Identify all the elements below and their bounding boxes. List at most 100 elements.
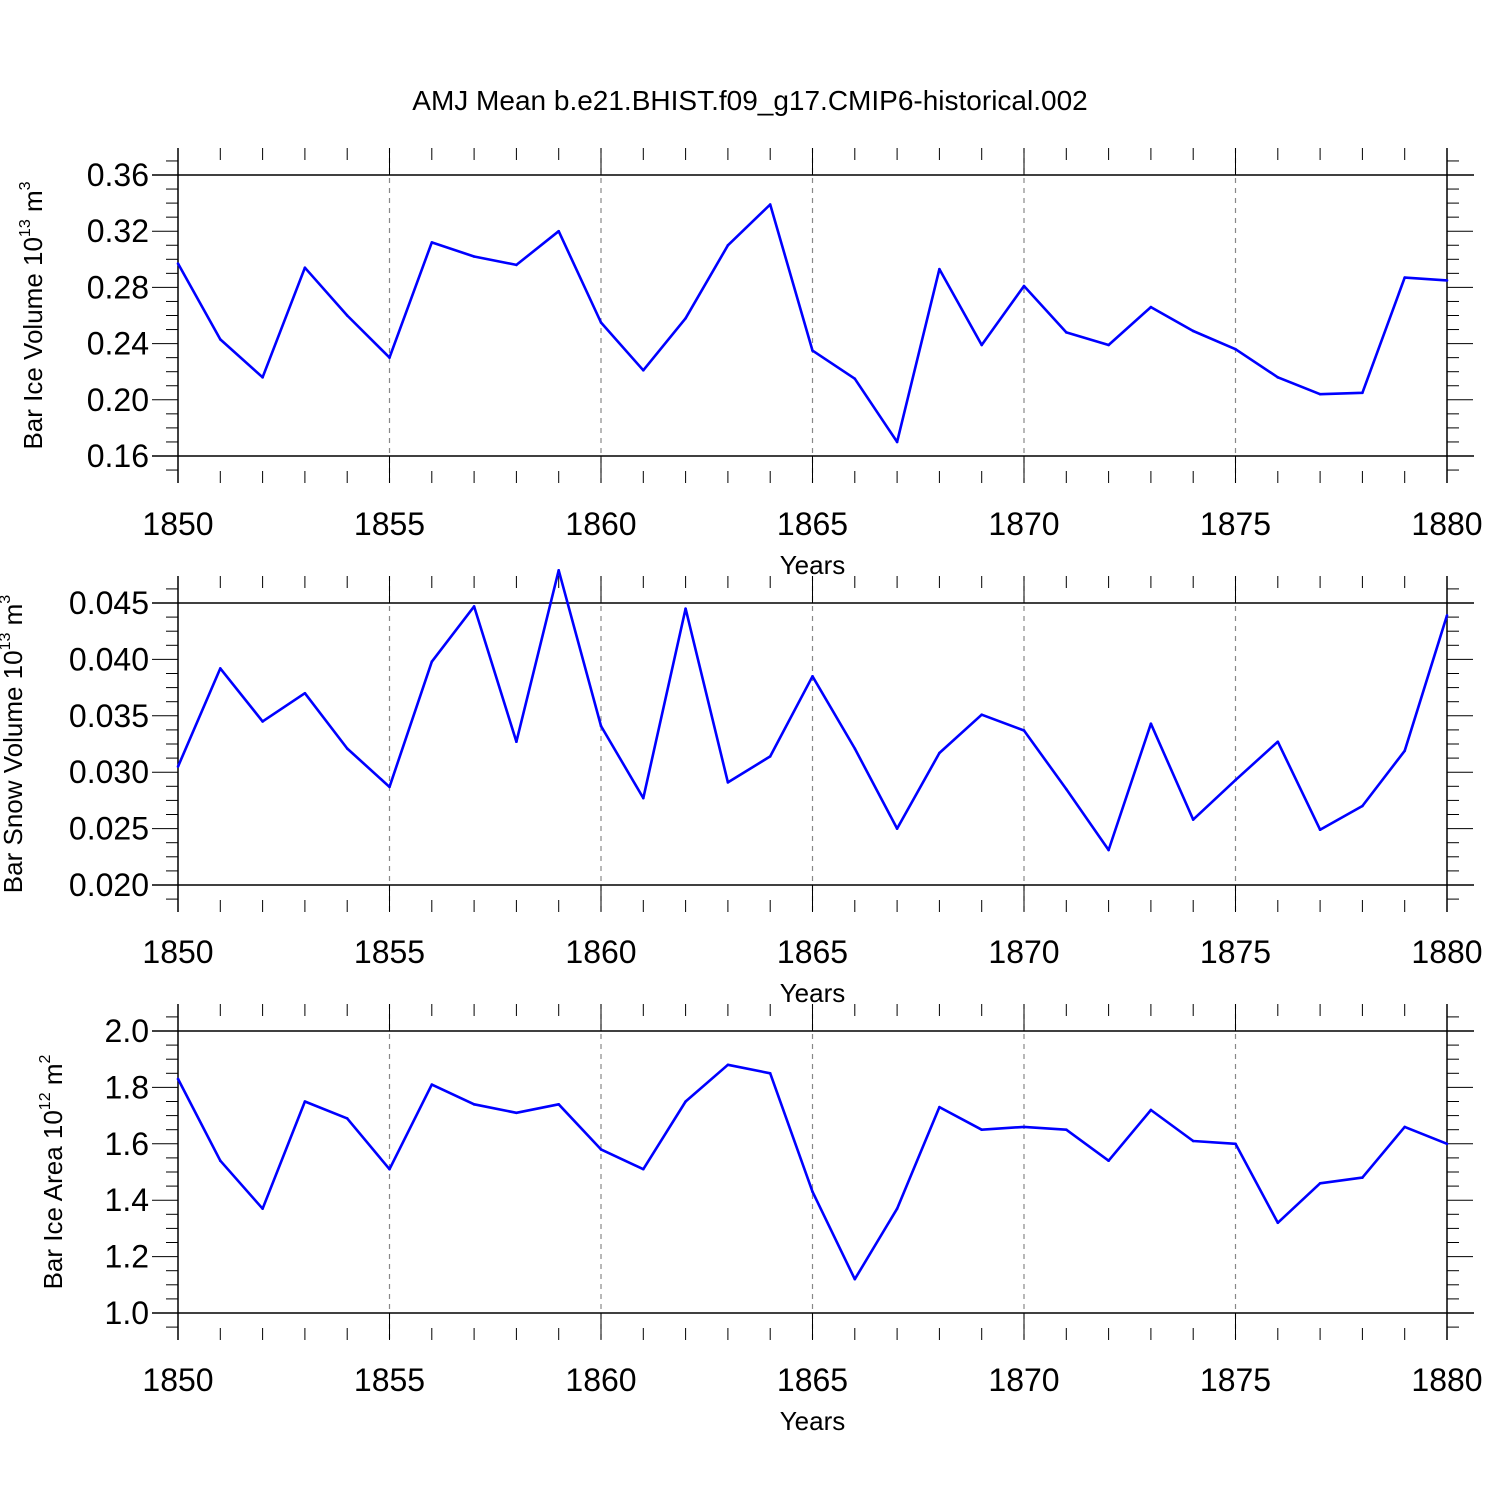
data-point bbox=[515, 740, 518, 744]
y-tick-label: 1.8 bbox=[105, 1069, 149, 1105]
x-tick-label: 1850 bbox=[142, 506, 213, 542]
data-point bbox=[853, 377, 857, 381]
data-point bbox=[1149, 722, 1153, 725]
data-point bbox=[430, 660, 434, 663]
data-point bbox=[1361, 1176, 1364, 1179]
y-tick-label: 0.20 bbox=[87, 382, 149, 418]
data-point bbox=[811, 1190, 814, 1194]
data-point bbox=[1065, 1128, 1068, 1131]
y-tick-label: 1.6 bbox=[105, 1126, 149, 1162]
data-point bbox=[895, 827, 899, 830]
data-point bbox=[1191, 329, 1195, 333]
data-point bbox=[1361, 804, 1364, 808]
data-point bbox=[557, 229, 560, 233]
x-tick-label: 1880 bbox=[1411, 934, 1482, 970]
x-tick-label: 1850 bbox=[142, 934, 213, 970]
x-tick-label: 1875 bbox=[1200, 506, 1271, 542]
x-tick-label: 1875 bbox=[1200, 934, 1271, 970]
data-point bbox=[1107, 1159, 1110, 1163]
data-point bbox=[219, 667, 222, 670]
data-point bbox=[1318, 392, 1322, 396]
data-point bbox=[895, 440, 899, 444]
data-point bbox=[345, 747, 349, 750]
data-point bbox=[599, 321, 603, 324]
x-tick-label: 1865 bbox=[777, 934, 848, 970]
data-point bbox=[811, 349, 814, 352]
data-point bbox=[1149, 1108, 1153, 1112]
data-point bbox=[642, 1167, 645, 1171]
data-point bbox=[1276, 740, 1280, 744]
data-point bbox=[303, 1100, 307, 1103]
data-point bbox=[515, 1111, 518, 1115]
data-point bbox=[430, 1083, 434, 1086]
x-tick-label: 1850 bbox=[142, 1362, 213, 1398]
data-point bbox=[1445, 614, 1449, 617]
data-point bbox=[1276, 376, 1280, 379]
x-tick-label: 1870 bbox=[988, 934, 1059, 970]
data-point bbox=[599, 724, 603, 728]
data-point bbox=[1149, 305, 1153, 309]
data-point bbox=[938, 751, 941, 755]
data-point bbox=[1361, 391, 1364, 395]
x-tick-label: 1865 bbox=[777, 506, 848, 542]
x-tick-label: 1880 bbox=[1411, 1362, 1482, 1398]
data-point bbox=[1234, 1142, 1237, 1146]
y-tick-label: 0.035 bbox=[69, 698, 149, 734]
x-tick-label: 1860 bbox=[565, 1362, 636, 1398]
data-point bbox=[1107, 343, 1110, 347]
y-tick-label: 1.4 bbox=[105, 1182, 149, 1218]
data-point bbox=[768, 203, 772, 206]
data-point bbox=[176, 1077, 180, 1081]
x-tick-label: 1860 bbox=[565, 934, 636, 970]
data-point bbox=[1445, 279, 1449, 282]
data-point bbox=[726, 1063, 730, 1067]
x-tick-label: 1855 bbox=[354, 934, 425, 970]
data-point bbox=[176, 765, 180, 768]
data-point bbox=[1403, 1125, 1406, 1129]
data-point bbox=[1234, 347, 1237, 351]
y-tick-label: 2.0 bbox=[105, 1013, 149, 1049]
data-point bbox=[261, 1207, 264, 1210]
data-point bbox=[768, 755, 772, 758]
y-tick-label: 0.36 bbox=[87, 157, 149, 193]
data-point bbox=[515, 263, 518, 267]
data-point bbox=[853, 1277, 857, 1281]
data-point bbox=[472, 255, 476, 258]
x-axis-label: Years bbox=[780, 978, 846, 1008]
data-point bbox=[261, 376, 264, 379]
data-point bbox=[345, 314, 349, 317]
data-point bbox=[768, 1072, 772, 1075]
data-point bbox=[726, 781, 730, 784]
data-point bbox=[1276, 1221, 1280, 1225]
data-point bbox=[388, 356, 391, 359]
data-point bbox=[219, 1159, 222, 1163]
data-point bbox=[1403, 276, 1406, 279]
y-tick-label: 1.0 bbox=[105, 1295, 149, 1331]
x-tick-label: 1875 bbox=[1200, 1362, 1271, 1398]
x-tick-label: 1870 bbox=[988, 1362, 1059, 1398]
y-axis-label: Bar Ice Area 1012 m2 bbox=[37, 1054, 68, 1289]
data-point bbox=[1022, 1125, 1026, 1129]
data-point bbox=[980, 343, 983, 347]
data-point bbox=[684, 1100, 687, 1103]
x-tick-label: 1855 bbox=[354, 506, 425, 542]
data-point bbox=[219, 338, 222, 341]
y-axis-label: Bar Ice Volume 1013 m3 bbox=[17, 181, 48, 449]
data-point bbox=[1065, 331, 1068, 334]
x-tick-label: 1880 bbox=[1411, 506, 1482, 542]
data-point bbox=[1191, 818, 1195, 821]
data-point bbox=[388, 785, 391, 789]
y-tick-label: 0.16 bbox=[87, 438, 149, 474]
data-point bbox=[726, 243, 730, 247]
x-tick-label: 1855 bbox=[354, 1362, 425, 1398]
data-point bbox=[1318, 828, 1322, 832]
data-point bbox=[430, 241, 434, 244]
data-point bbox=[472, 605, 476, 608]
data-point bbox=[345, 1117, 349, 1120]
data-point bbox=[557, 1103, 560, 1106]
data-point bbox=[261, 720, 264, 723]
chart-panel-2: 0.020 0.025 0.030 0.035 0.040 0.045 1850 1855 18… bbox=[0, 568, 1483, 1008]
y-tick-label: 0.020 bbox=[69, 867, 149, 903]
y-axis-label: Bar Snow Volume 1013 m3 bbox=[0, 595, 28, 894]
y-tick-label: 0.025 bbox=[69, 811, 149, 847]
